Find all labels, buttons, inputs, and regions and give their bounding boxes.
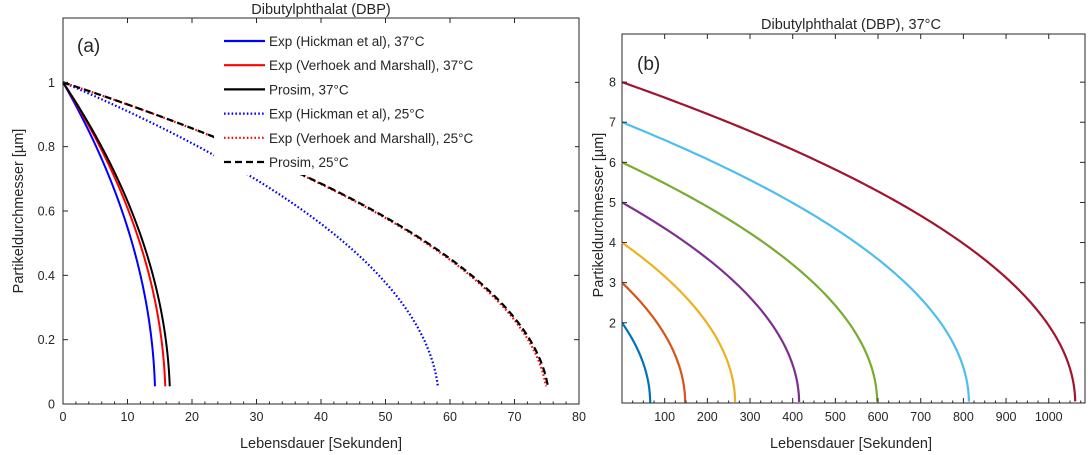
- y-axis-label-b: Partikeldurchmesser [µm]: [591, 133, 607, 298]
- series-line-b-4: [621, 241, 737, 403]
- series-line-b-7: [621, 121, 971, 402]
- x-tick-label-b: 100: [654, 410, 675, 424]
- series-line-a-2: [62, 81, 167, 387]
- y-tick-label-a: 0: [48, 398, 55, 412]
- legend-label: Prosim, 25°C: [269, 155, 349, 170]
- x-tick-label-a: 20: [185, 410, 199, 424]
- x-tick-label-b: 600: [868, 410, 889, 424]
- y-tick-label-a: 0.4: [38, 269, 55, 283]
- y-tick-label-b: 4: [609, 236, 616, 250]
- x-tick-label-b: 300: [740, 410, 761, 424]
- series-group-a: [62, 81, 549, 387]
- legend: Exp (Hickman et al), 37°C Exp (Verhoek an…: [214, 27, 575, 175]
- x-tick-label-b: 900: [996, 410, 1017, 424]
- series-line-b-3: [621, 281, 687, 403]
- series-line-b-5: [621, 201, 801, 403]
- x-tick-label-b: 200: [697, 410, 718, 424]
- x-tick-label-a: 30: [250, 410, 264, 424]
- series-line-a-4: [62, 81, 439, 387]
- axes-frame-b: [621, 33, 1086, 404]
- x-tick-label-a: 80: [572, 410, 586, 424]
- x-tick-label-a: 70: [508, 410, 522, 424]
- ticks-group-b: 100 200 300 400 500 600 700 800 900 1000 2 3 4 5 6 7 8: [609, 34, 1085, 424]
- panel-label-b: (b): [637, 54, 660, 75]
- y-tick-label-a: 0.6: [38, 205, 55, 219]
- y-tick-label-b: 3: [609, 276, 616, 290]
- chart-title-b: Dibutylphthalat (DBP), 37°C: [761, 17, 941, 33]
- legend-label: Exp (Hickman et al), 25°C: [269, 107, 425, 122]
- series-line-b-6: [621, 161, 879, 402]
- legend-label: Exp (Hickman et al), 37°C: [269, 34, 425, 49]
- x-tick-label-a: 60: [443, 410, 457, 424]
- x-tick-label-b: 700: [910, 410, 931, 424]
- chart-panel-b: 100 200 300 400 500 600 700 800 900 1000 2 3 4 5 6 7 8 D…: [591, 17, 1086, 452]
- y-tick-label-b: 2: [609, 316, 616, 330]
- x-tick-label-a: 40: [314, 410, 328, 424]
- x-axis-label-b: Lebensdauer [Sekunden]: [770, 436, 932, 452]
- legend-box: [214, 27, 575, 175]
- y-tick-label-a: 0.2: [38, 333, 55, 347]
- series-line-a-1: [62, 81, 156, 387]
- x-tick-label-a: 50: [379, 410, 393, 424]
- chart-panel-a: 0 10 20 30 40 50 60 70 80 0 0.2 0.4 0.6 0.8 1 Dibutylp…: [11, 2, 586, 452]
- chart-title-a: Dibutylphthalat (DBP): [251, 2, 390, 18]
- x-tick-label-b: 800: [953, 410, 974, 424]
- y-tick-label-a: 0.8: [38, 140, 55, 154]
- y-tick-label-b: 6: [609, 156, 616, 170]
- x-axis-label-a: Lebensdauer [Sekunden]: [240, 436, 402, 452]
- y-tick-label-b: 8: [609, 76, 616, 90]
- legend-label: Exp (Verhoek and Marshall), 25°C: [269, 131, 473, 146]
- series-line-a-3: [62, 81, 171, 387]
- x-tick-label-a: 0: [60, 410, 67, 424]
- x-tick-label-b: 400: [782, 410, 803, 424]
- series-line-b-8: [621, 81, 1077, 402]
- x-tick-label-a: 10: [121, 410, 135, 424]
- series-group-b: [621, 81, 1077, 403]
- legend-label: Exp (Verhoek and Marshall), 37°C: [269, 58, 473, 73]
- y-tick-label-a: 1: [48, 76, 55, 90]
- series-line-a-6: [62, 81, 549, 387]
- ticks-group-a: 0 10 20 30 40 50 60 70 80 0 0.2 0.4 0.6 0.8 1: [38, 18, 586, 424]
- legend-label: Prosim, 37°C: [269, 82, 349, 97]
- y-tick-label-b: 5: [609, 196, 616, 210]
- series-line-b-2: [621, 322, 652, 403]
- panel-label-a: (a): [77, 36, 100, 57]
- y-axis-label-a: Partikeldurchmesser [µm]: [11, 129, 27, 294]
- y-tick-label-b: 7: [609, 116, 616, 130]
- x-tick-label-b: 500: [825, 410, 846, 424]
- x-tick-label-b: 1000: [1035, 410, 1063, 424]
